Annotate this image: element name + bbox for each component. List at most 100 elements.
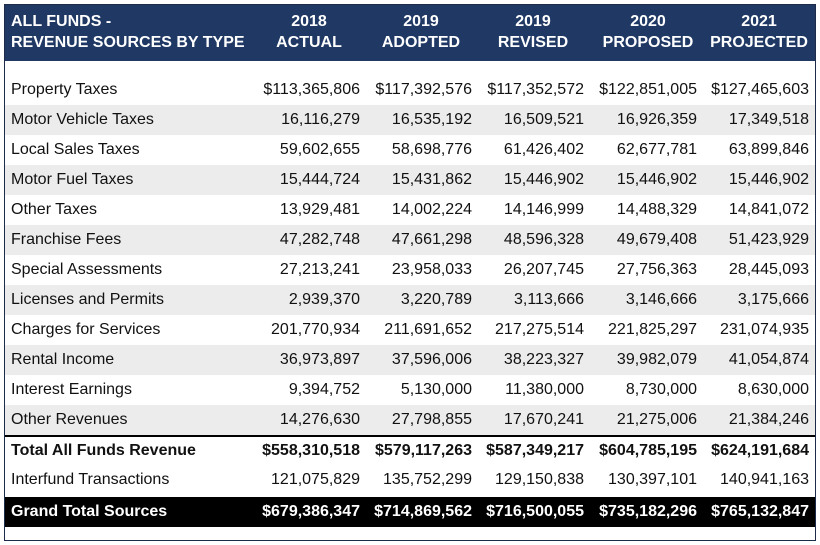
row-value: 47,282,748 (279, 231, 360, 248)
table-row: Other Revenues 14,276,630 27,798,855 17,670… (5, 405, 815, 435)
row-label: Licenses and Permits (11, 291, 164, 308)
table-title: ALL FUNDS - REVENUE SOURCES BY TYPE (11, 11, 245, 53)
row-value: $714,869,562 (374, 503, 472, 520)
total-row: Total All Funds Revenue $558,310,518 $579,… (5, 435, 815, 465)
row-label: Franchise Fees (11, 231, 122, 248)
row-value: 3,220,789 (400, 291, 472, 308)
row-value: 61,426,402 (503, 141, 584, 158)
grand-total-row: Grand Total Sources $679,386,347 $714,869,… (5, 497, 815, 527)
row-value: 58,698,776 (391, 141, 472, 158)
column-type: PROJECTED (710, 34, 808, 51)
row-value: 21,275,006 (616, 411, 697, 428)
row-value: $587,349,217 (486, 442, 584, 459)
row-value: 14,002,224 (391, 201, 472, 218)
row-value: $579,117,263 (375, 442, 472, 459)
row-value: 38,223,327 (503, 351, 584, 368)
column-type: PROPOSED (602, 34, 694, 51)
row-value: 211,691,652 (384, 321, 472, 338)
row-value: 217,275,514 (495, 321, 584, 338)
row-label: Special Assessments (11, 261, 163, 278)
column-year: 2019 (515, 13, 551, 30)
table-row: Motor Fuel Taxes 15,444,724 15,431,862 15,4… (5, 165, 815, 195)
row-value: 16,535,192 (391, 111, 472, 128)
column-header-2019-revised: 2019 REVISED (477, 11, 589, 53)
row-value: 3,175,666 (737, 291, 809, 308)
row-value: 14,276,630 (279, 411, 360, 428)
row-value: $122,851,005 (599, 81, 697, 98)
row-value: 63,899,846 (728, 141, 809, 158)
row-value: 16,926,359 (616, 111, 697, 128)
row-value: 17,670,241 (503, 411, 584, 428)
row-label: Total All Funds Revenue (11, 442, 196, 459)
row-value: 135,752,299 (383, 471, 472, 488)
row-value: 36,973,897 (279, 351, 360, 368)
row-value: 39,982,079 (616, 351, 697, 368)
column-header-2019-adopted: 2019 ADOPTED (365, 11, 477, 53)
row-value: 121,075,829 (271, 471, 360, 488)
row-label: Rental Income (11, 351, 115, 368)
row-label: Grand Total Sources (11, 503, 168, 520)
column-year: 2018 (291, 13, 327, 30)
column-type: ACTUAL (276, 34, 342, 51)
row-label: Other Revenues (11, 411, 128, 428)
row-value: 140,941,163 (720, 471, 809, 488)
row-label: Local Sales Taxes (11, 141, 140, 158)
table-row: Charges for Services 201,770,934 211,691,6… (5, 315, 815, 345)
row-value: $127,465,603 (711, 81, 809, 98)
column-type: ADOPTED (381, 34, 461, 51)
row-value: $716,500,055 (486, 503, 584, 520)
row-value: 49,679,408 (616, 231, 697, 248)
row-value: 14,841,072 (728, 201, 809, 218)
table-row: Special Assessments 27,213,241 23,958,033 2… (5, 255, 815, 285)
row-value: $679,386,347 (262, 503, 360, 520)
table-header: ALL FUNDS - REVENUE SOURCES BY TYPE 2018… (5, 5, 815, 61)
row-value: $117,352,572 (487, 81, 584, 98)
column-year: 2019 (403, 13, 439, 30)
row-value: 47,661,298 (391, 231, 472, 248)
row-value: 15,446,902 (503, 171, 584, 188)
row-value: $604,785,195 (599, 442, 697, 459)
row-value: 28,445,093 (728, 261, 809, 278)
row-value: 51,423,929 (728, 231, 809, 248)
title-line-1: ALL FUNDS - (11, 13, 112, 30)
row-value: 221,825,297 (608, 321, 697, 338)
row-value: $765,132,847 (711, 503, 809, 520)
row-value: $113,365,806 (263, 81, 360, 98)
row-label: Property Taxes (11, 81, 118, 98)
row-label: Motor Vehicle Taxes (11, 111, 154, 128)
column-header-2018-actual: 2018 ACTUAL (253, 11, 365, 53)
row-value: 201,770,934 (271, 321, 360, 338)
row-value: 16,116,279 (281, 111, 360, 128)
row-value: 14,488,329 (616, 201, 697, 218)
row-value: 27,213,241 (279, 261, 360, 278)
table-row: Local Sales Taxes 59,602,655 58,698,776 61,… (5, 135, 815, 165)
table-row: Property Taxes $113,365,806 $117,392,576 $1… (5, 75, 815, 105)
column-year: 2021 (741, 13, 777, 30)
table-row: Motor Vehicle Taxes 16,116,279 16,535,192 1… (5, 105, 815, 135)
row-value: 5,130,000 (400, 381, 472, 398)
row-value: 15,431,862 (391, 171, 472, 188)
row-value: 2,939,370 (288, 291, 360, 308)
row-value: 17,349,518 (728, 111, 809, 128)
column-header-2020-proposed: 2020 PROPOSED (591, 11, 705, 53)
table-body: Property Taxes $113,365,806 $117,392,576 $1… (5, 75, 815, 527)
table-row: Other Taxes 13,929,481 14,002,224 14,146,99… (5, 195, 815, 225)
row-value: 16,509,521 (503, 111, 584, 128)
column-header-2021-projected: 2021 PROJECTED (703, 11, 815, 53)
row-value: 48,596,328 (503, 231, 584, 248)
row-value: 14,146,999 (503, 201, 584, 218)
row-value: 15,444,724 (279, 171, 360, 188)
row-value: 15,446,902 (616, 171, 697, 188)
row-value: $117,392,576 (375, 81, 472, 98)
table-row: Franchise Fees 47,282,748 47,661,298 48,596… (5, 225, 815, 255)
row-value: 11,380,000 (505, 381, 584, 398)
row-label: Interest Earnings (11, 381, 132, 398)
row-value: 37,596,006 (391, 351, 472, 368)
row-value: 8,730,000 (625, 381, 697, 398)
table-row: Interest Earnings 9,394,752 5,130,000 11,38… (5, 375, 815, 405)
row-value: 41,054,874 (728, 351, 809, 368)
row-value: 21,384,246 (728, 411, 809, 428)
row-value: 59,602,655 (279, 141, 360, 158)
row-value: 129,150,838 (495, 471, 584, 488)
row-value: 13,929,481 (279, 201, 360, 218)
